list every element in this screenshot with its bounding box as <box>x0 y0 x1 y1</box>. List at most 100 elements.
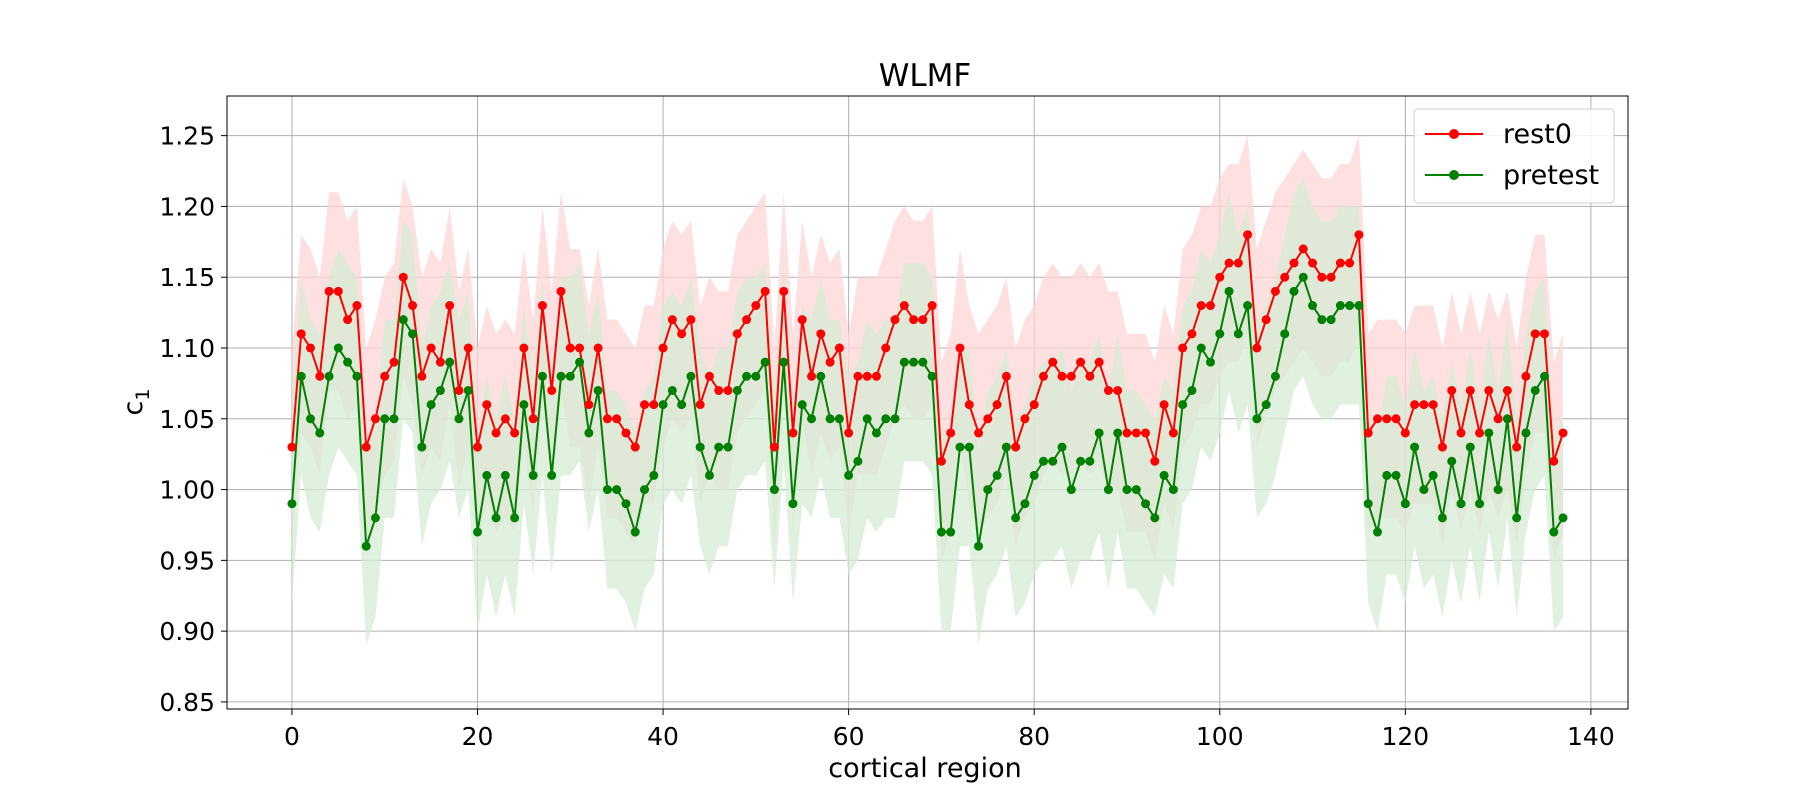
point-pretest <box>974 541 984 551</box>
y-tick-label: 1.00 <box>159 476 215 505</box>
point-rest0 <box>1252 343 1262 353</box>
point-rest0 <box>1317 272 1327 282</box>
point-pretest <box>1029 470 1039 480</box>
point-pretest <box>1057 442 1067 452</box>
point-pretest <box>1215 329 1225 339</box>
point-rest0 <box>1196 301 1206 311</box>
point-pretest <box>936 527 946 537</box>
point-pretest <box>324 371 334 381</box>
point-rest0 <box>760 286 770 296</box>
point-pretest <box>853 456 863 466</box>
point-rest0 <box>732 329 742 339</box>
point-pretest <box>816 371 826 381</box>
point-pretest <box>1493 485 1503 495</box>
point-pretest <box>1233 329 1243 339</box>
y-axis-label-main: c <box>118 401 149 416</box>
legend-box <box>1413 108 1615 204</box>
point-pretest <box>491 513 501 523</box>
legend-marker-pretest <box>1449 170 1459 180</box>
point-rest0 <box>871 371 881 381</box>
point-rest0 <box>1187 329 1197 339</box>
point-pretest <box>1150 513 1160 523</box>
x-tick-label: 40 <box>647 722 679 751</box>
point-rest0 <box>1437 442 1447 452</box>
point-pretest <box>1317 315 1327 325</box>
point-rest0 <box>1224 258 1234 268</box>
point-pretest <box>352 371 362 381</box>
point-rest0 <box>881 343 891 353</box>
point-rest0 <box>974 428 984 438</box>
point-pretest <box>1447 456 1457 466</box>
point-pretest <box>1011 513 1021 523</box>
point-pretest <box>909 357 919 367</box>
point-rest0 <box>1011 442 1021 452</box>
point-pretest <box>575 357 585 367</box>
point-pretest <box>1159 470 1169 480</box>
point-rest0 <box>686 315 696 325</box>
point-pretest <box>871 428 881 438</box>
point-rest0 <box>593 343 603 353</box>
point-pretest <box>593 385 603 395</box>
point-rest0 <box>1512 442 1522 452</box>
point-rest0 <box>899 301 909 311</box>
point-rest0 <box>287 442 297 452</box>
point-pretest <box>640 485 650 495</box>
point-pretest <box>1178 400 1188 410</box>
point-pretest <box>306 414 316 424</box>
point-pretest <box>862 414 872 424</box>
point-rest0 <box>918 315 928 325</box>
point-pretest <box>918 357 928 367</box>
point-rest0 <box>370 414 380 424</box>
point-rest0 <box>1372 414 1382 424</box>
point-rest0 <box>1122 428 1132 438</box>
point-rest0 <box>537 301 547 311</box>
point-rest0 <box>769 442 779 452</box>
point-pretest <box>1530 385 1540 395</box>
point-rest0 <box>1066 371 1076 381</box>
point-pretest <box>1512 513 1522 523</box>
point-pretest <box>1484 428 1494 438</box>
point-pretest <box>1308 301 1318 311</box>
point-pretest <box>1094 428 1104 438</box>
chart-title: WLMF <box>879 58 972 94</box>
point-rest0 <box>1150 456 1160 466</box>
point-pretest <box>621 499 631 509</box>
point-pretest <box>695 442 705 452</box>
point-rest0 <box>380 371 390 381</box>
point-rest0 <box>621 428 631 438</box>
point-rest0 <box>584 400 594 410</box>
point-pretest <box>825 414 835 424</box>
point-rest0 <box>927 301 937 311</box>
point-pretest <box>649 470 659 480</box>
point-rest0 <box>844 428 854 438</box>
point-pretest <box>1400 499 1410 509</box>
point-rest0 <box>408 301 418 311</box>
point-rest0 <box>612 414 622 424</box>
point-rest0 <box>1076 357 1086 367</box>
point-rest0 <box>667 315 677 325</box>
point-rest0 <box>1001 371 1011 381</box>
point-pretest <box>584 428 594 438</box>
point-pretest <box>1122 485 1132 495</box>
point-pretest <box>1280 329 1290 339</box>
point-rest0 <box>1094 357 1104 367</box>
point-pretest <box>602 485 612 495</box>
point-rest0 <box>1345 258 1355 268</box>
point-pretest <box>556 371 566 381</box>
point-rest0 <box>1243 230 1253 240</box>
point-rest0 <box>1233 258 1243 268</box>
point-pretest <box>547 470 557 480</box>
y-tick-label: 0.90 <box>159 617 215 646</box>
point-pretest <box>537 371 547 381</box>
point-pretest <box>398 315 408 325</box>
point-pretest <box>1113 428 1123 438</box>
point-pretest <box>426 400 436 410</box>
point-rest0 <box>1131 428 1141 438</box>
point-pretest <box>612 485 622 495</box>
point-pretest <box>769 485 779 495</box>
point-pretest <box>834 414 844 424</box>
y-tick-label: 1.20 <box>159 192 215 221</box>
point-rest0 <box>306 343 316 353</box>
point-rest0 <box>714 385 724 395</box>
